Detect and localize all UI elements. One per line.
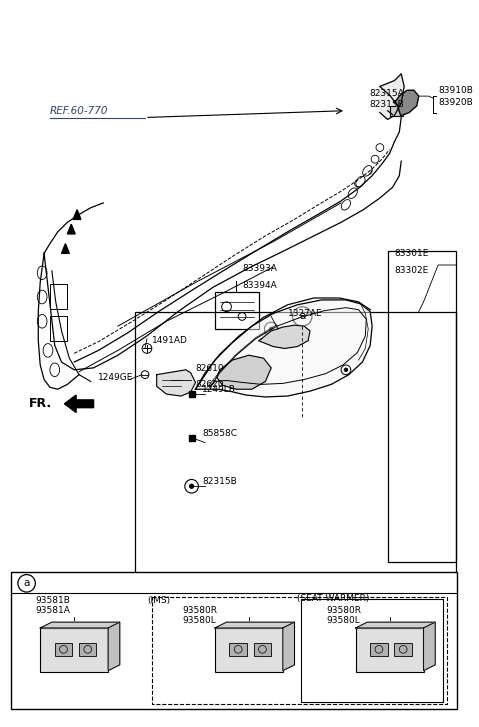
Polygon shape	[215, 622, 295, 628]
Polygon shape	[195, 300, 372, 397]
Bar	[136, 312, 456, 574]
Polygon shape	[157, 370, 195, 396]
Text: 83910B: 83910B	[438, 86, 473, 95]
Bar	[229, 643, 247, 656]
Text: REF.60-770: REF.60-770	[50, 106, 108, 116]
Text: 83393A: 83393A	[242, 264, 277, 273]
FancyArrow shape	[65, 395, 93, 412]
Text: 83302E: 83302E	[394, 266, 429, 275]
Text: 93580L: 93580L	[327, 616, 360, 624]
Text: 1491AD: 1491AD	[152, 336, 188, 345]
Text: 82315B: 82315B	[369, 100, 404, 109]
Bar	[215, 628, 283, 672]
Polygon shape	[73, 209, 81, 220]
Text: a: a	[23, 578, 30, 588]
Bar	[389, 106, 403, 116]
Text: 82610: 82610	[195, 364, 224, 373]
Bar	[11, 571, 456, 710]
Circle shape	[269, 327, 273, 331]
Bar	[254, 643, 271, 656]
Polygon shape	[423, 622, 435, 671]
Ellipse shape	[50, 363, 59, 377]
Ellipse shape	[43, 344, 53, 357]
Bar	[301, 599, 443, 702]
Polygon shape	[217, 356, 271, 389]
Bar	[215, 292, 259, 329]
Ellipse shape	[356, 176, 365, 187]
Polygon shape	[62, 244, 69, 253]
Text: 1249GE: 1249GE	[99, 373, 134, 382]
Bar	[40, 628, 108, 672]
Text: 93581A: 93581A	[35, 606, 70, 615]
Text: 93580R: 93580R	[183, 606, 218, 615]
Ellipse shape	[342, 199, 351, 210]
Polygon shape	[355, 622, 435, 628]
Bar	[355, 628, 423, 672]
Bar	[388, 252, 456, 562]
Ellipse shape	[37, 266, 47, 280]
Bar	[79, 643, 96, 656]
Text: 82620: 82620	[195, 380, 224, 390]
Bar	[50, 284, 68, 309]
Text: FR.: FR.	[29, 397, 52, 410]
Ellipse shape	[348, 188, 357, 198]
Ellipse shape	[363, 166, 372, 176]
Text: a: a	[299, 311, 306, 321]
Polygon shape	[259, 325, 310, 348]
Text: (SEAT WARMER): (SEAT WARMER)	[297, 595, 370, 603]
Bar	[370, 643, 388, 656]
Text: 83920B: 83920B	[438, 98, 473, 108]
Circle shape	[344, 369, 347, 371]
Text: 83301E: 83301E	[394, 249, 429, 258]
Text: 1249LB: 1249LB	[202, 385, 236, 394]
Ellipse shape	[37, 315, 47, 328]
Polygon shape	[68, 224, 75, 234]
Text: 82315A: 82315A	[369, 89, 404, 97]
Text: 82315B: 82315B	[202, 477, 237, 486]
Text: 85858C: 85858C	[202, 430, 237, 438]
Text: (IMS): (IMS)	[147, 596, 170, 606]
Circle shape	[190, 484, 194, 489]
Polygon shape	[108, 622, 120, 671]
Bar	[50, 316, 68, 341]
Bar	[152, 597, 447, 704]
Text: 83394A: 83394A	[242, 281, 277, 289]
Polygon shape	[394, 90, 419, 116]
Ellipse shape	[37, 290, 47, 304]
Text: 93581B: 93581B	[35, 596, 70, 606]
Bar	[55, 643, 72, 656]
Polygon shape	[283, 622, 295, 671]
Polygon shape	[40, 622, 120, 628]
Bar	[394, 643, 412, 656]
Text: 1327AE: 1327AE	[288, 309, 322, 318]
Text: 93580L: 93580L	[183, 616, 217, 624]
Polygon shape	[380, 74, 404, 119]
Text: 93580R: 93580R	[327, 606, 362, 615]
